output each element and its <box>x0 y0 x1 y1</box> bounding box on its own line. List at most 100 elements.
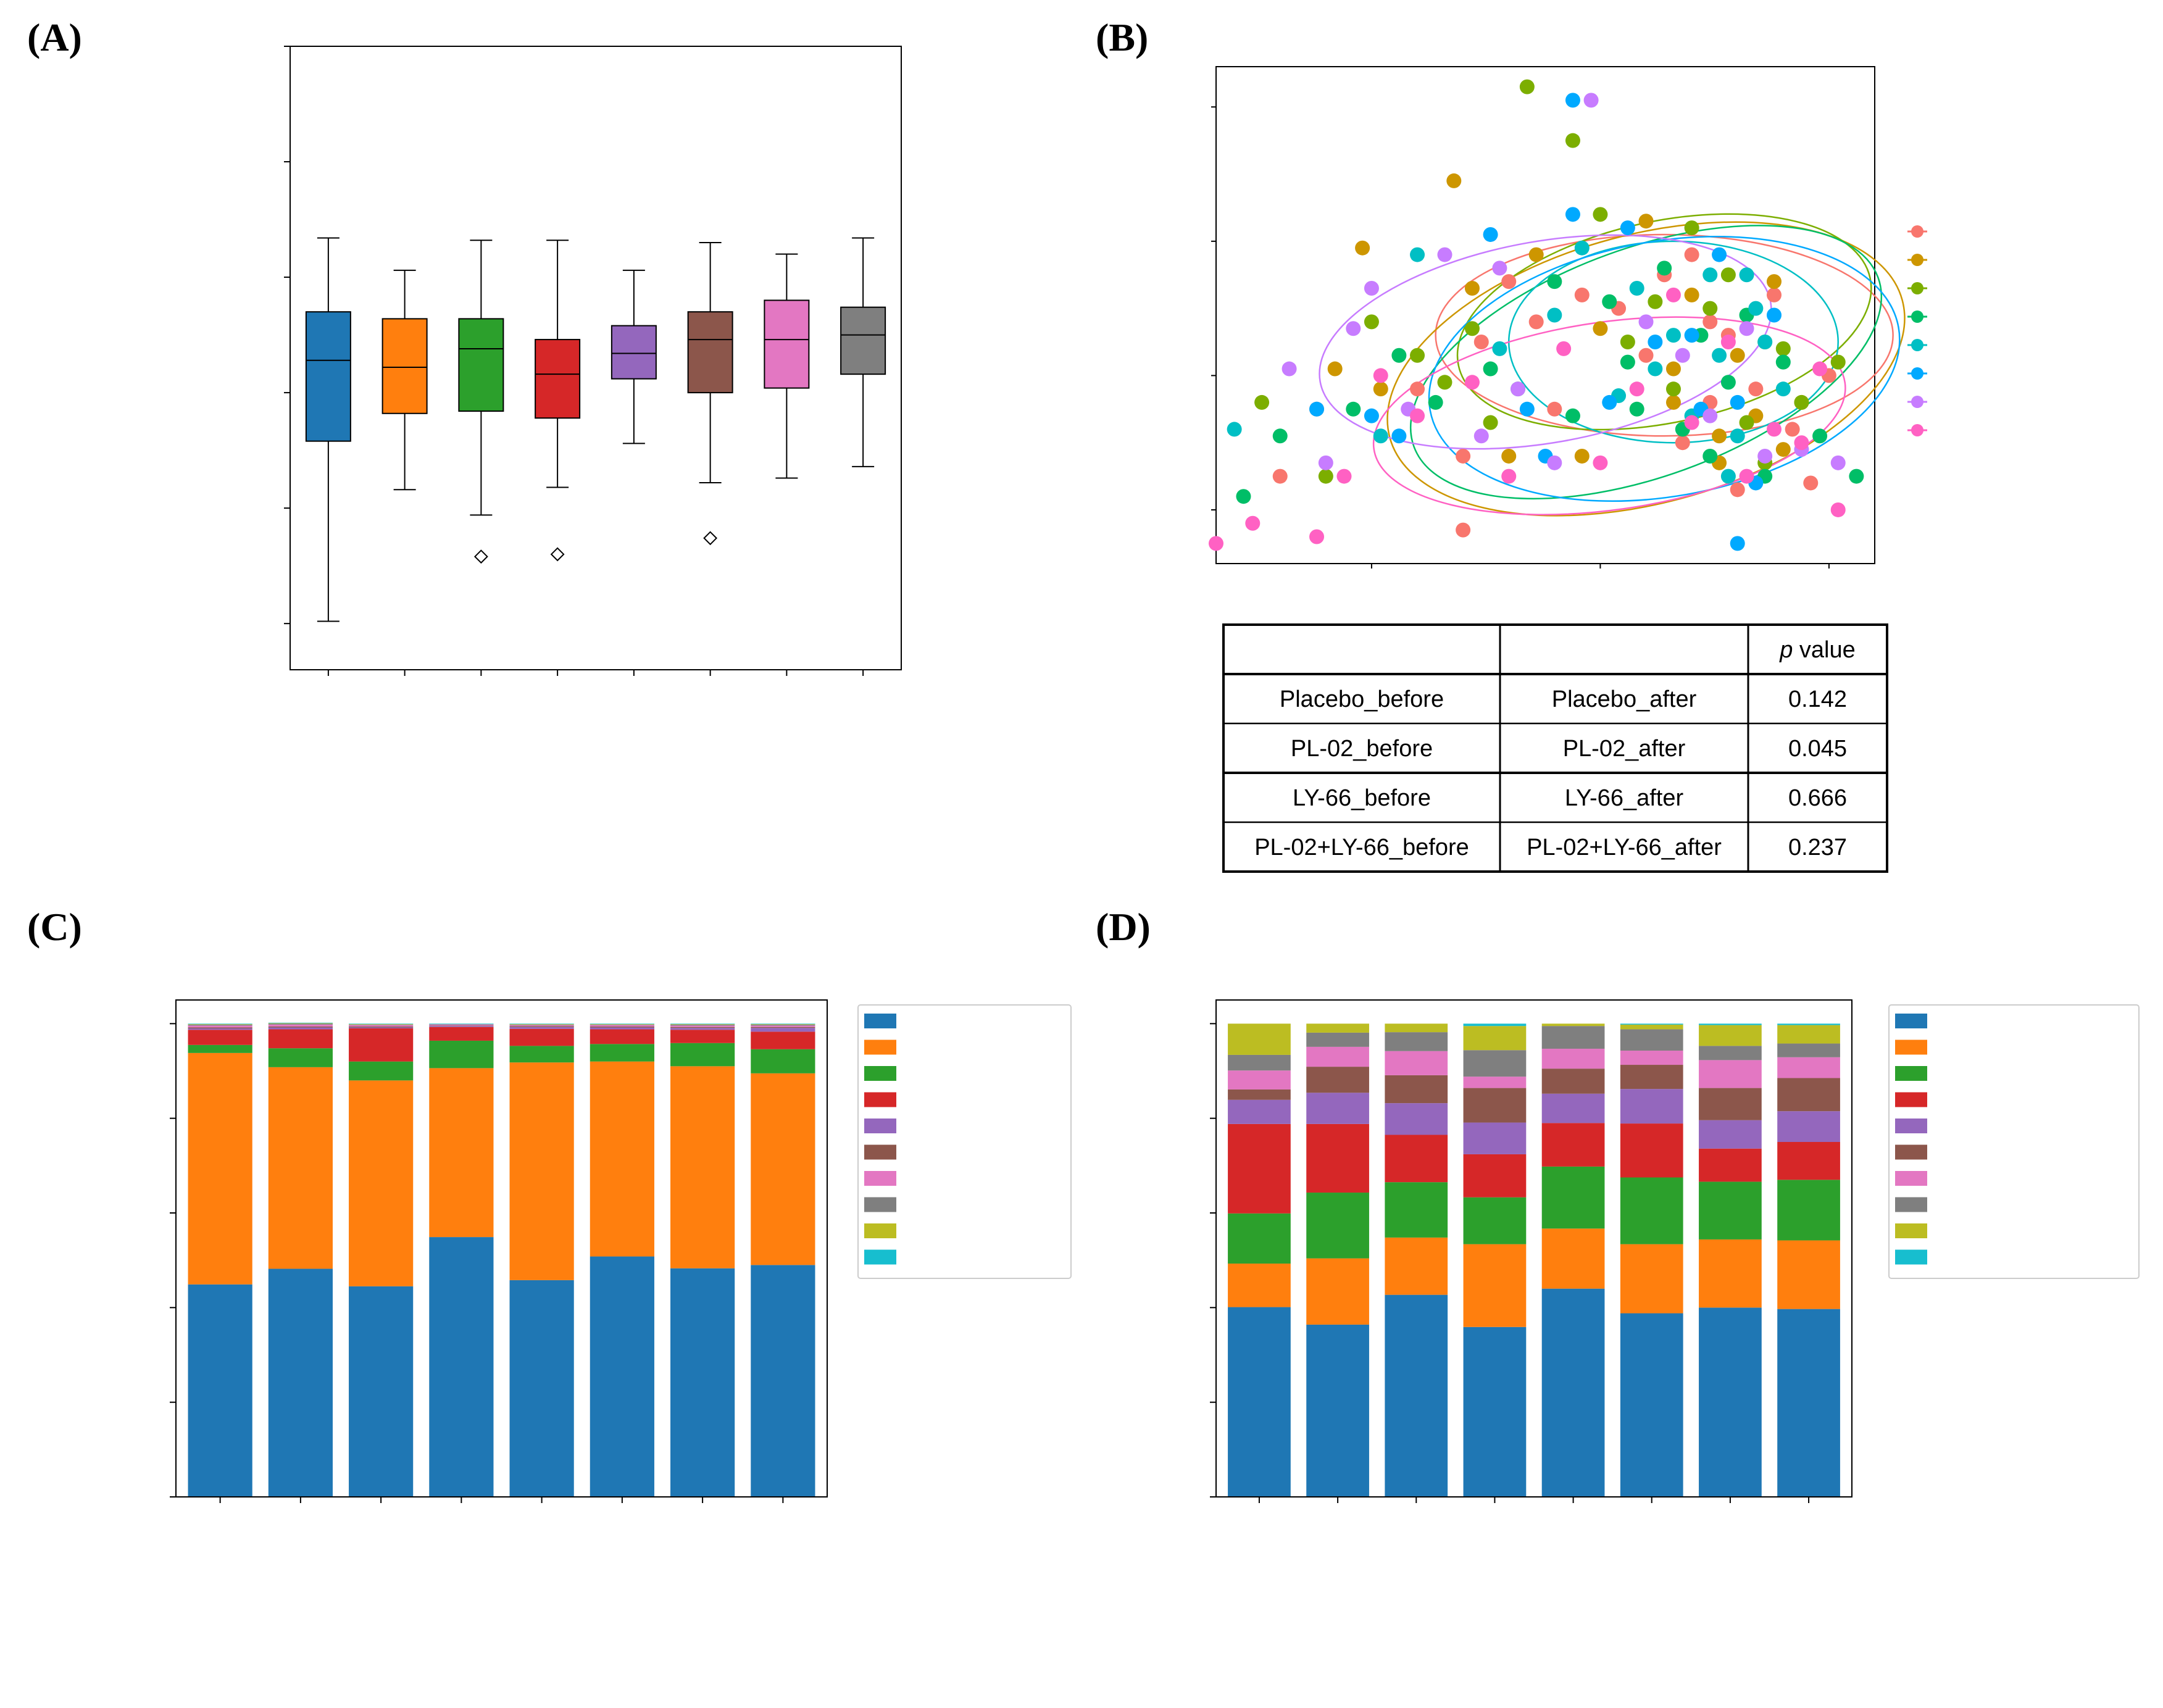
legend-swatch <box>1895 1249 1927 1265</box>
bar-segment-p_DNA <box>188 1024 252 1025</box>
bar-segment-g_Bifidobacterium spp. <box>1228 1089 1291 1100</box>
bar-segment-p_Cyanobacteria <box>670 1025 735 1027</box>
point-PL-02+LY-66-after <box>1665 328 1681 343</box>
legend-swatch <box>864 1197 896 1212</box>
bar-segment-p_Synergistetes <box>268 1023 333 1025</box>
bar-segment-g_Parabacteroides spp. <box>1777 1057 1840 1078</box>
bar-segment-p_Proteobacteria <box>670 1030 735 1043</box>
point-Placebo-after <box>1830 455 1846 470</box>
point-PL-02+LY-66-before <box>1766 307 1782 323</box>
bar-segment-g_Megamonas spp. <box>1541 1023 1605 1027</box>
bar-segment-p_Synergistetes <box>670 1024 735 1026</box>
bar-segment-g_Ruminococcus spp. <box>1306 1093 1369 1124</box>
bar-segment-p_Cyanobacteria <box>751 1025 815 1027</box>
legend-swatch <box>1895 1066 1927 1081</box>
bar-segment-p_Bacteroidetes <box>429 1068 494 1238</box>
bar-segment-g_Megamonas spp. <box>1228 1023 1291 1055</box>
bar-segment-p_Cyanobacteria <box>509 1025 574 1027</box>
bar-segment-g_Bifidobacterium spp. <box>1620 1065 1683 1089</box>
point-PL-02-before <box>1236 489 1251 504</box>
bar-segment-p_Verrucomicrobia <box>349 1027 414 1028</box>
point-PL-02+LY-66-after <box>1492 341 1507 356</box>
point-PL-02+LY-66-after <box>1739 267 1754 283</box>
bar-segment-g_Prevotella spp. <box>1777 1142 1840 1180</box>
point-LY-66-before <box>1593 321 1608 336</box>
point-PL-02-after <box>1318 469 1333 484</box>
point-PL-02-after <box>1254 394 1270 410</box>
table-cell-group2: PL-02+LY-66_after <box>1527 835 1722 860</box>
bar-segment-g_Faecalibacterium spp. <box>1385 1182 1448 1238</box>
p-italic: p <box>1779 637 1793 663</box>
table-cell-group1: Placebo_before <box>1280 686 1444 712</box>
point-Placebo-before <box>1464 375 1480 390</box>
bar-segment-p_Firmicutes <box>429 1237 494 1497</box>
legend-swatch <box>864 1223 896 1238</box>
bar-segment-Others <box>188 1023 252 1025</box>
bar-segment-p_Cyanobacteria <box>590 1025 654 1027</box>
bar-segment-p_Fusobacteria <box>349 1026 414 1028</box>
bar-segment-p_Proteobacteria <box>590 1029 654 1044</box>
point-PL-02-after <box>1464 321 1480 336</box>
bar-segment-p_DNA <box>670 1024 735 1025</box>
point-PL-02+LY-66-after <box>1574 240 1590 256</box>
bar-segment-Others <box>509 1023 574 1025</box>
bar-segment-p_Firmicutes <box>670 1268 735 1497</box>
point-PL-02-after <box>1483 415 1498 430</box>
bar-segment-g_Faecalibacterium spp. <box>1699 1181 1762 1239</box>
point-PL-02+LY-66-after <box>1757 335 1773 350</box>
panel-c-phylum-bars <box>170 999 1072 1503</box>
bar-segment-p_Bacteroidetes <box>268 1067 333 1269</box>
bar-segment-g_Megamonas spp. <box>1463 1026 1527 1051</box>
bar-segment-g_Coprococcus spp. <box>1541 1026 1605 1049</box>
point-PL-02-before <box>1602 294 1617 309</box>
point-LY-66-after <box>1730 482 1745 498</box>
bar-segment-g_Blautia spp. <box>1385 1237 1448 1295</box>
point-PL-02-before <box>1629 401 1644 417</box>
bar-segment-p_Proteobacteria <box>268 1029 333 1049</box>
table-cell-pvalue: 0.045 <box>1788 736 1847 762</box>
bar-segment-p_Cyanobacteria <box>188 1025 252 1028</box>
point-PL-02+LY-66-before <box>1602 394 1617 410</box>
bar-segment-g_Parabacteroides spp. <box>1306 1046 1369 1067</box>
bar-segment-g_Bifidobacterium spp. <box>1541 1069 1605 1094</box>
point-LY-66-before <box>1766 274 1782 290</box>
point-LY-66-before <box>1464 280 1480 296</box>
bar-segment-g_Megamonas spp. <box>1306 1023 1369 1033</box>
point-PL-02-before <box>1428 394 1443 410</box>
legend-marker <box>1911 254 1923 266</box>
point-Placebo-after <box>1492 260 1507 276</box>
bar-segment-p_DNA <box>349 1024 414 1025</box>
bar-segment-p_DNA <box>751 1024 815 1025</box>
legend-marker <box>1911 339 1923 351</box>
point-Placebo-after <box>1437 247 1452 262</box>
box-PL-02+LY-66-after <box>840 306 886 375</box>
point-Placebo-before <box>1766 422 1782 437</box>
bar-segment-g_Ruminococcus spp. <box>1541 1093 1605 1123</box>
point-PL-02+LY-66-after <box>1748 301 1764 316</box>
bar-segment-Others <box>429 1023 494 1025</box>
legend-marker <box>1911 282 1923 294</box>
point-LY-66-after <box>1473 335 1489 350</box>
panel-label-c: (C) <box>27 905 82 949</box>
point-Placebo-after <box>1739 321 1754 336</box>
point-PL-02+LY-66-before <box>1730 394 1745 410</box>
bar-segment-g_Parabacteroides spp. <box>1228 1070 1291 1089</box>
point-PL-02-after <box>1830 354 1846 370</box>
bar-segment-g_Megamonas spp. <box>1620 1024 1683 1030</box>
bar-segment-p_Actinobacteria <box>429 1040 494 1069</box>
bar-segment-p_Actinobacteria <box>509 1046 574 1063</box>
legend-marker <box>1911 424 1923 436</box>
bar-segment-p_Verrucomicrobia <box>429 1026 494 1027</box>
bar-segment-g_Prevotella spp. <box>1541 1123 1605 1167</box>
bar-segment-g_Bacteroides spp. <box>1620 1313 1683 1497</box>
bar-segment-g_Parabacteroides spp. <box>1699 1060 1762 1088</box>
bar-segment-p_Firmicutes <box>349 1286 414 1497</box>
point-PL-02-after <box>1565 133 1580 148</box>
point-Placebo-after <box>1346 321 1361 336</box>
panel-label-a: (A) <box>27 15 82 59</box>
bar-segment-g_Blautia spp. <box>1541 1228 1605 1289</box>
bar-segment-p_Firmicutes <box>751 1265 815 1497</box>
bar-segment-p_Fusobacteria <box>429 1025 494 1027</box>
legend-box <box>1888 1004 2140 1279</box>
panel-d-genus-bars <box>1210 999 2140 1503</box>
